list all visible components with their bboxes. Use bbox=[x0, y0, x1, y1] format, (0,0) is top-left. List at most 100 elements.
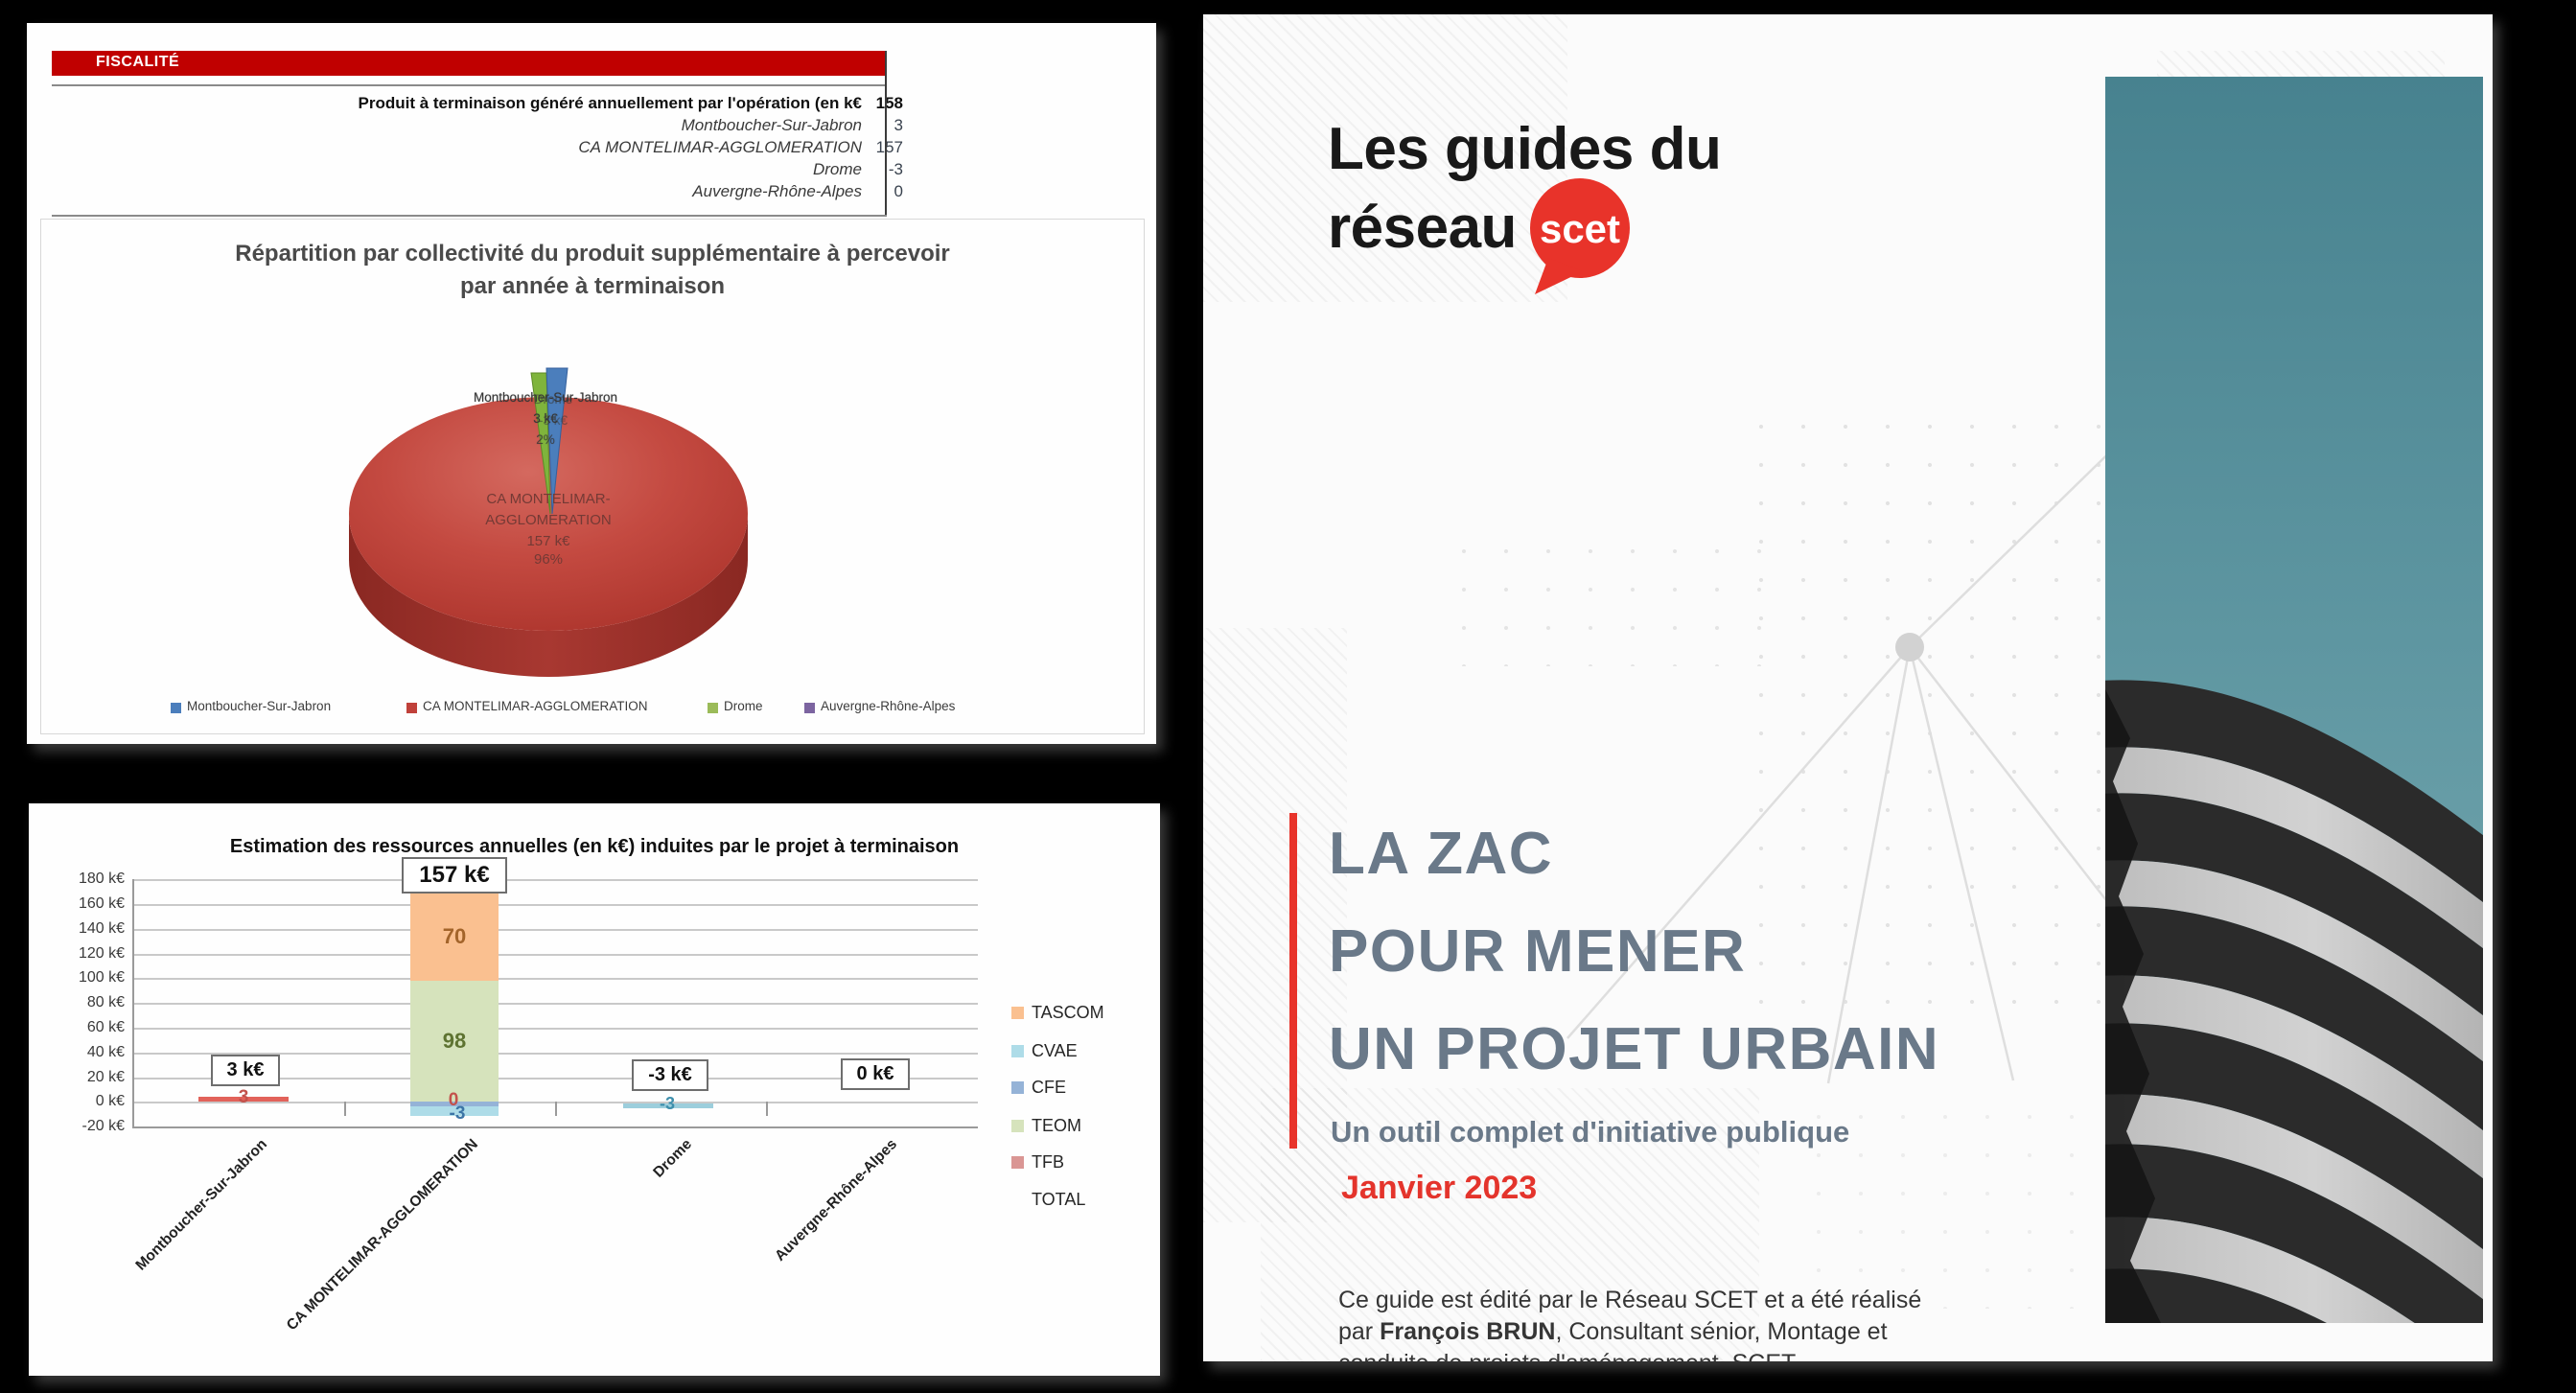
row-value: 3 bbox=[893, 116, 903, 134]
logo-line1: Les guides du bbox=[1328, 116, 1722, 182]
legend-swatch-cfe bbox=[1011, 1081, 1024, 1094]
gridline bbox=[133, 879, 978, 881]
title-accent-bar bbox=[1289, 813, 1297, 1149]
cover-photo bbox=[2105, 77, 2483, 1323]
row-label: Produit à terminaison généré annuellemen… bbox=[358, 94, 863, 112]
cover-title-line1: LA ZAC bbox=[1329, 821, 1553, 887]
gridline bbox=[133, 1003, 978, 1005]
x-label-ca-montelimar: CA MONTELIMAR-AGGLOMERATION bbox=[283, 1136, 482, 1335]
row-value: 158 bbox=[875, 94, 903, 112]
legend-swatch-cvae bbox=[1011, 1045, 1024, 1057]
total-box-ca: 157 k€ bbox=[402, 857, 507, 894]
dots-pattern bbox=[1798, 1098, 2143, 1309]
x-axis-tick bbox=[766, 1102, 768, 1116]
gridline bbox=[133, 954, 978, 956]
table-row: Montboucher-Sur-Jabron 3 bbox=[52, 114, 903, 136]
bar-segment-tascom-ca bbox=[410, 894, 499, 981]
gridline bbox=[133, 1053, 978, 1055]
pie-chart-box: Répartition par collectivité du produit … bbox=[40, 219, 1145, 734]
table-row: Drome -3 bbox=[52, 158, 903, 180]
y-tick: 140 k€ bbox=[78, 920, 125, 937]
gridline bbox=[133, 929, 978, 931]
bubble-tail bbox=[1535, 258, 1583, 294]
network-node bbox=[1895, 633, 1924, 662]
x-label-auvergne: Auvergne-Rhône-Alpes bbox=[772, 1136, 901, 1265]
dots-pattern bbox=[1740, 407, 2152, 1021]
value-label-tfb-ca: 0 bbox=[448, 1090, 459, 1110]
bar-segment-tfb-montboucher bbox=[198, 1097, 289, 1102]
value-label-cvae-drome: -3 bbox=[659, 1094, 675, 1113]
legend-swatch-drome bbox=[708, 703, 718, 713]
y-tick: 160 k€ bbox=[78, 895, 125, 912]
row-value: 0 bbox=[893, 182, 903, 200]
y-tick: 100 k€ bbox=[78, 969, 125, 986]
x-axis-tick bbox=[344, 1102, 346, 1116]
bar-chart-title: Estimation des ressources annuelles (en … bbox=[229, 836, 960, 857]
legend-label: Montboucher-Sur-Jabron bbox=[187, 699, 332, 713]
panel-bar-chart: Estimation des ressources annuelles (en … bbox=[29, 803, 1160, 1376]
cover-title-line2: POUR MENER bbox=[1329, 918, 1747, 985]
row-label: Montboucher-Sur-Jabron bbox=[681, 116, 862, 134]
hatch-pattern bbox=[1261, 1088, 1759, 1361]
gridline bbox=[133, 1028, 978, 1030]
scet-logo-bubble: scet bbox=[1530, 178, 1630, 294]
hatch-pattern bbox=[1203, 14, 1567, 302]
legend-swatch-ca-montelimar bbox=[406, 703, 417, 713]
legend-swatch-auvergne bbox=[804, 703, 815, 713]
total-box-montboucher: 3 k€ bbox=[211, 1055, 280, 1086]
legend-swatch-tascom bbox=[1011, 1007, 1024, 1019]
legend-label: CVAE bbox=[1032, 1041, 1078, 1060]
foliage-silhouette bbox=[2105, 688, 2161, 1323]
x-label-montboucher: Montboucher-Sur-Jabron bbox=[132, 1136, 271, 1274]
value-label-tascom: 70 bbox=[442, 924, 467, 948]
gridline-bottom bbox=[133, 1126, 978, 1128]
credit-line2-post: , Consultant sénior, Montage et bbox=[1555, 1318, 1888, 1345]
fiscal-banner-label: FISCALITÉ bbox=[96, 54, 180, 70]
credit-line3: conduite de projets d'aménagement, SCET bbox=[1338, 1350, 1796, 1361]
y-tick: 20 k€ bbox=[86, 1069, 125, 1085]
credit-line2-pre: par bbox=[1338, 1318, 1381, 1345]
pie-legend: Montboucher-Sur-Jabron CA MONTELIMAR-AGG… bbox=[41, 699, 1142, 724]
pie-callout-ghost-value: -3 k€ bbox=[538, 413, 568, 428]
pie-callout-ghost-name: Drome bbox=[533, 392, 573, 406]
fiscal-banner: FISCALITÉ bbox=[52, 51, 887, 76]
dots-pattern bbox=[1443, 532, 1788, 666]
legend-label: TFB bbox=[1032, 1152, 1064, 1172]
y-tick: 80 k€ bbox=[86, 994, 125, 1010]
cover-subtitle: Un outil complet d'initiative publique bbox=[1331, 1115, 1850, 1149]
bar-segment-cfe-ca bbox=[410, 1102, 499, 1106]
credit-author: François BRUN bbox=[1380, 1318, 1556, 1345]
pie-side bbox=[349, 514, 748, 677]
pie-3d-chart bbox=[349, 367, 748, 677]
hatch-pattern bbox=[1203, 628, 1347, 1222]
pie-center-label-line1: CA MONTELIMAR- bbox=[486, 491, 611, 507]
total-box-drome: -3 k€ bbox=[632, 1059, 708, 1091]
y-tick: 60 k€ bbox=[86, 1019, 125, 1035]
pie-title-line1: Répartition par collectivité du produit … bbox=[235, 241, 950, 267]
pie-center-label-line2: AGGLOMERATION bbox=[485, 512, 612, 528]
legend-label: Auvergne-Rhône-Alpes bbox=[821, 699, 956, 713]
table-row: CA MONTELIMAR-AGGLOMERATION 157 bbox=[52, 136, 903, 158]
bar-segment-cvae-ca bbox=[410, 1106, 499, 1116]
bubble-text: scet bbox=[1540, 206, 1620, 251]
value-label-tfb-montboucher: 3 bbox=[238, 1087, 249, 1107]
x-axis-tick bbox=[555, 1102, 557, 1116]
row-label: CA MONTELIMAR-AGGLOMERATION bbox=[578, 138, 862, 156]
total-box-auvergne: 0 k€ bbox=[841, 1058, 910, 1090]
pie-callout-value: 3 k€ bbox=[533, 411, 558, 426]
value-label-cfe-ca: -3 bbox=[449, 1103, 466, 1124]
row-label: Drome bbox=[812, 160, 862, 178]
legend-swatch-teom bbox=[1011, 1120, 1024, 1132]
table-top-rule bbox=[52, 84, 885, 86]
pie-slice-drome bbox=[530, 372, 551, 515]
row-label: Auvergne-Rhône-Alpes bbox=[692, 182, 862, 200]
legend-swatch-montboucher bbox=[171, 703, 181, 713]
table-row: Auvergne-Rhône-Alpes 0 bbox=[52, 180, 903, 202]
y-tick: 180 k€ bbox=[78, 871, 125, 887]
x-label-drome: Drome bbox=[650, 1136, 696, 1181]
y-tick: 0 k€ bbox=[95, 1093, 125, 1109]
y-tick: -20 k€ bbox=[81, 1118, 125, 1134]
bar-segment-cvae-drome bbox=[623, 1103, 713, 1108]
row-value: 157 bbox=[875, 138, 903, 156]
